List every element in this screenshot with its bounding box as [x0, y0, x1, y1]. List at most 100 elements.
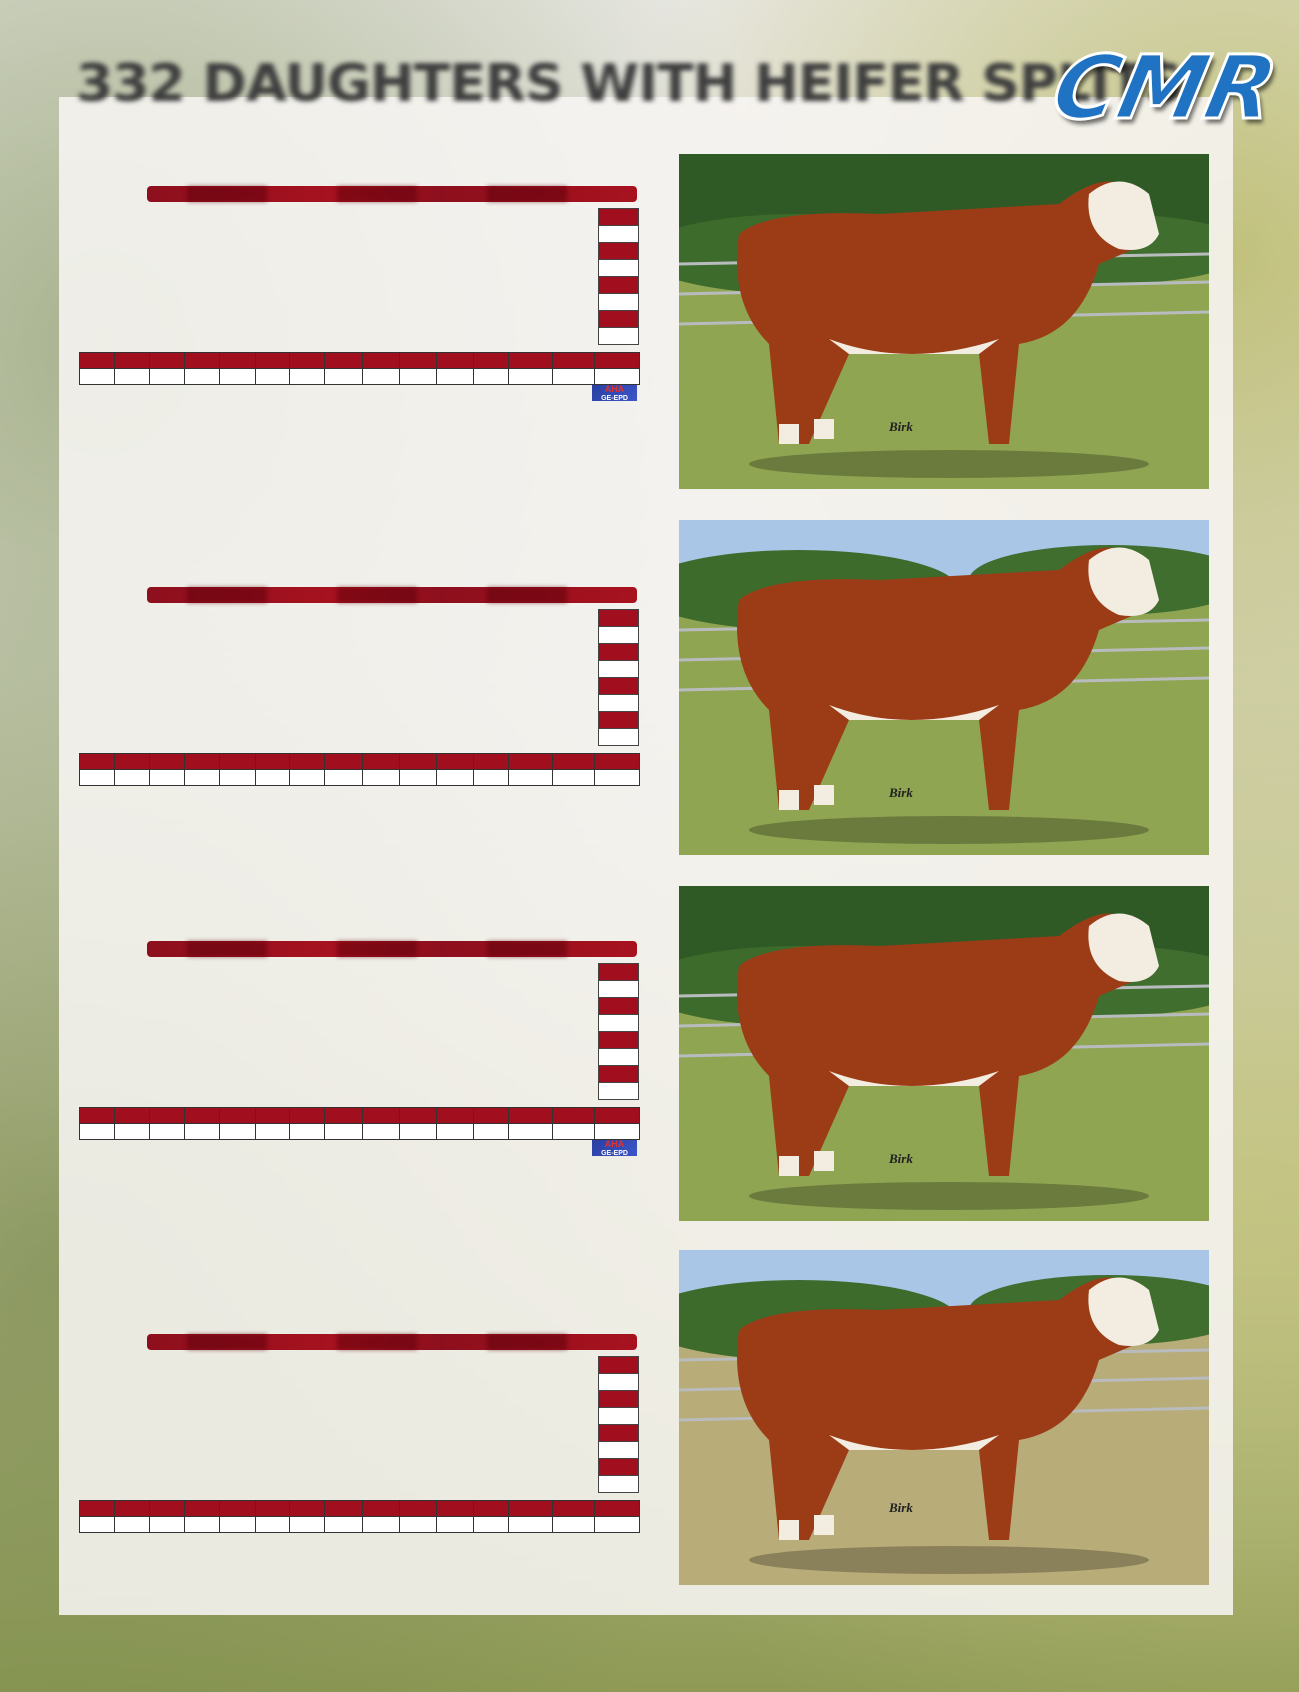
- epd-value-cell: [595, 1124, 639, 1139]
- epd-value-cell: [399, 1517, 437, 1532]
- epd-header-cell: [436, 353, 475, 369]
- heifer-photo: Birk: [679, 1250, 1209, 1585]
- epd-value-cell: [185, 369, 221, 384]
- epd-value-cell: [220, 369, 256, 384]
- epd-header-cell: [255, 1108, 291, 1124]
- epd-value-cell: [362, 1517, 400, 1532]
- lot-section: AHA GE-EPD: [0, 941, 1299, 1281]
- epd-value-cell: [436, 1124, 475, 1139]
- lot-header-bar: [147, 1334, 637, 1350]
- epd-cell: [599, 1357, 638, 1374]
- epd-table: [79, 753, 640, 786]
- stats-column: [598, 609, 639, 746]
- epd-header-cell: [114, 1501, 151, 1517]
- epd-header-cell: [553, 1501, 596, 1517]
- epd-cell: [599, 964, 638, 981]
- epd-value-cell: [474, 1124, 510, 1139]
- epd-header-cell: [474, 1501, 510, 1517]
- epd-cell: [599, 610, 638, 627]
- epd-header-cell: [399, 754, 437, 770]
- lot-section: [0, 1334, 1299, 1674]
- epd-value-cell: [80, 1517, 115, 1532]
- epd-cell: [599, 998, 638, 1015]
- epd-header-cell: [553, 353, 596, 369]
- aha-ge-epd-logo: AHA GE-EPD: [592, 385, 637, 401]
- epd-value-cell: [220, 1124, 256, 1139]
- epd-cell: [599, 981, 638, 998]
- epd-header-cell: [255, 754, 291, 770]
- epd-header-cell: [595, 1501, 639, 1517]
- epd-value-cell: [436, 369, 475, 384]
- epd-cell: [599, 294, 638, 311]
- epd-value-cell: [362, 770, 400, 785]
- epd-header-cell: [80, 1501, 115, 1517]
- epd-header-cell: [509, 754, 554, 770]
- epd-header-cell: [325, 1108, 363, 1124]
- epd-value-cell: [290, 369, 326, 384]
- epd-cell: [599, 226, 638, 243]
- epd-value-cell: [553, 369, 596, 384]
- epd-value-cell: [220, 770, 256, 785]
- lot-header-bar: [147, 941, 637, 957]
- epd-cell: [599, 1442, 638, 1459]
- epd-value-cell: [185, 770, 221, 785]
- epd-header-cell: [80, 754, 115, 770]
- epd-value-cell: [80, 369, 115, 384]
- epd-header-cell: [114, 754, 151, 770]
- epd-cell: [599, 1066, 638, 1083]
- epd-cell: [599, 1049, 638, 1066]
- epd-value-cell: [436, 770, 475, 785]
- epd-cell: [599, 729, 638, 745]
- epd-value-cell: [362, 1124, 400, 1139]
- epd-header-cell: [150, 754, 186, 770]
- epd-header-cell: [185, 1108, 221, 1124]
- epd-value-cell: [150, 770, 186, 785]
- epd-cell: [599, 644, 638, 661]
- epd-header-cell: [362, 1501, 400, 1517]
- epd-cell: [599, 1374, 638, 1391]
- epd-value-cell: [255, 369, 291, 384]
- epd-value-cell: [150, 369, 186, 384]
- epd-cell: [599, 311, 638, 328]
- epd-table: [79, 352, 640, 385]
- lot-section: AHA GE-EPD: [0, 186, 1299, 526]
- epd-value-cell: [436, 1517, 475, 1532]
- epd-value-cell: [553, 1124, 596, 1139]
- epd-header-cell: [290, 1501, 326, 1517]
- epd-header-cell: [553, 1108, 596, 1124]
- epd-value-cell: [80, 770, 115, 785]
- epd-header-cell: [436, 754, 475, 770]
- epd-value-cell: [114, 1124, 151, 1139]
- epd-header-cell: [185, 1501, 221, 1517]
- epd-header-cell: [114, 1108, 151, 1124]
- epd-value-cell: [290, 1517, 326, 1532]
- cmr-logo: CMR: [1043, 35, 1288, 141]
- epd-header-cell: [185, 754, 221, 770]
- epd-cell: [599, 209, 638, 226]
- epd-value-cell: [474, 369, 510, 384]
- epd-value-cell: [325, 770, 363, 785]
- epd-value-cell: [595, 369, 639, 384]
- epd-cell: [599, 1425, 638, 1442]
- epd-header-cell: [399, 1108, 437, 1124]
- epd-cell: [599, 678, 638, 695]
- photo-credit: Birk: [889, 1500, 913, 1515]
- stats-column: [598, 208, 639, 345]
- epd-value-cell: [474, 1517, 510, 1532]
- epd-value-cell: [220, 1517, 256, 1532]
- epd-value-cell: [114, 770, 151, 785]
- epd-header-cell: [399, 353, 437, 369]
- epd-cell: [599, 328, 638, 344]
- epd-header-cell: [255, 353, 291, 369]
- photo-credit: Birk: [889, 785, 913, 800]
- epd-header-cell: [220, 1501, 256, 1517]
- epd-header-cell: [255, 1501, 291, 1517]
- epd-value-cell: [553, 770, 596, 785]
- epd-header-cell: [220, 1108, 256, 1124]
- epd-cell: [599, 1032, 638, 1049]
- epd-cell: [599, 1391, 638, 1408]
- epd-header-cell: [509, 353, 554, 369]
- epd-value-cell: [255, 770, 291, 785]
- epd-cell: [599, 695, 638, 712]
- epd-cell: [599, 1459, 638, 1476]
